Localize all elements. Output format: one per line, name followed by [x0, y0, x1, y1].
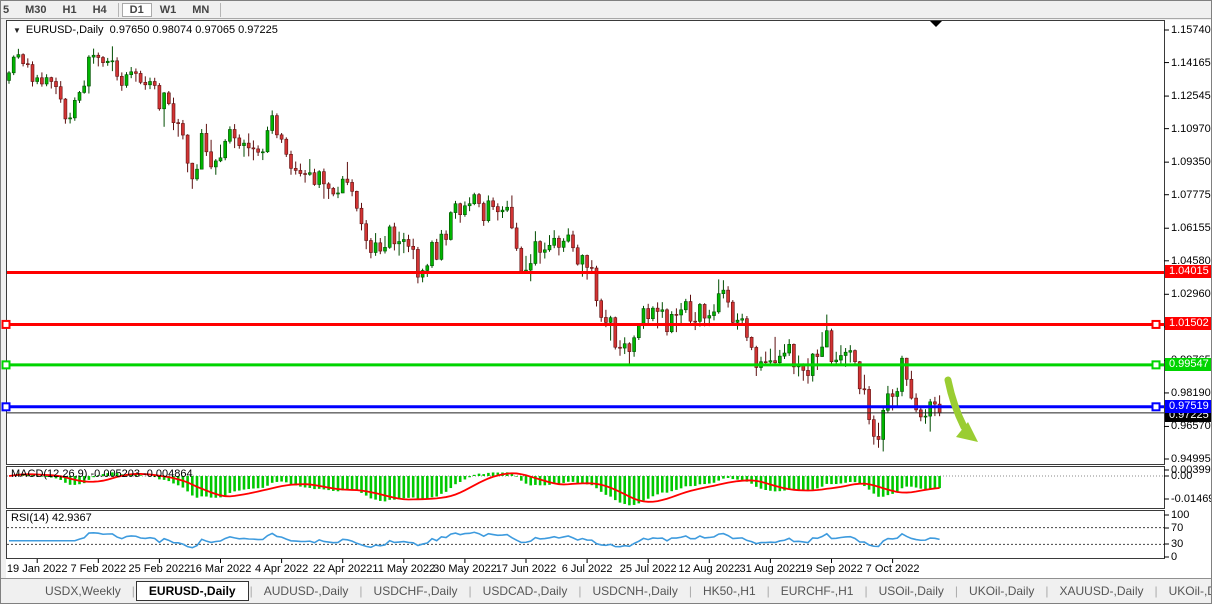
price-tick-label: 1.15740	[1171, 24, 1211, 36]
chart-tab-usdcnh-daily[interactable]: USDCNH-,Daily	[592, 584, 678, 598]
price-tick-label: 0.98190	[1171, 386, 1211, 399]
rsi-axis-label: 100	[1171, 509, 1190, 521]
tab-separator: |	[249, 584, 253, 598]
price-tick-label: 0.94995	[1171, 453, 1211, 465]
macd-axis-label: -0.014693	[1171, 493, 1211, 505]
chart-ohlc-values: 0.97650 0.98074 0.97065 0.97225	[109, 24, 278, 36]
date-tick-label: 19 Jan 2022	[6, 563, 68, 575]
chart-menu-icon: ▼	[13, 26, 21, 35]
timeframe-h1-button[interactable]: H1	[62, 3, 77, 16]
hline-price-label: 1.01502	[1165, 317, 1211, 331]
timeframe-h4-button[interactable]: H4	[92, 3, 107, 16]
tab-separator: |	[578, 584, 582, 598]
tab-separator: |	[766, 584, 770, 598]
tab-separator: |	[468, 584, 472, 598]
rsi-axis-label: 30	[1171, 538, 1184, 550]
price-tick-label: 1.07775	[1171, 188, 1211, 201]
hline-price-label: 1.04015	[1165, 265, 1211, 279]
date-tick-label: 12 Aug 2022	[678, 563, 741, 575]
chart-tabs-bar: USDX,Weekly | EURUSD-,Daily | AUDUSD-,Daily |…	[1, 578, 1211, 603]
tab-separator: |	[359, 584, 363, 598]
price-tick-label: 1.09350	[1171, 156, 1211, 169]
price-tick-label: 1.06155	[1171, 222, 1211, 235]
chart-tab-hk50-h1[interactable]: HK50-,H1	[702, 584, 756, 598]
chart-tab-usdchf-daily[interactable]: USDCHF-,Daily	[373, 584, 458, 598]
rsi-axis-label: 0	[1171, 551, 1178, 563]
timeframe-toolbar: 5 M30 H1 H4 D1 W1 MN	[1, 1, 1211, 19]
timeframe-d1-button[interactable]: D1	[121, 2, 152, 17]
date-tick-label: 25 Feb 2022	[128, 563, 191, 575]
date-tick-label: 4 Apr 2022	[254, 563, 309, 575]
tab-separator: |	[688, 584, 692, 598]
date-tick-label: 11 May 2022	[372, 563, 436, 575]
date-tick-label: 7 Feb 2022	[70, 563, 127, 575]
price-axis[interactable]: 1.15740 1.14165 1.12545 1.10970 1.09350 1.077…	[1165, 20, 1211, 579]
toolbar-separator	[117, 2, 119, 17]
timeframe-w1-button[interactable]: W1	[159, 3, 177, 16]
macd-axis-label: 0.00	[1171, 470, 1193, 482]
chart-tab-xauusd-daily[interactable]: XAUUSD-,Daily	[1059, 584, 1144, 598]
date-tick-label: 6 Jul 2022	[561, 563, 613, 575]
tab-separator: |	[1045, 584, 1049, 598]
chart-tab-eurusd-daily[interactable]: EURUSD-,Daily	[135, 581, 249, 601]
price-tick-label: 0.96570	[1171, 420, 1211, 433]
chart-tab-ukoil-da[interactable]: UKOil-,Da	[1168, 584, 1211, 598]
chart-title: ▼ EURUSD-,Daily 0.97650 0.98074 0.97065 0…	[13, 24, 278, 36]
rsi-indicator-label: RSI(14) 42.9367	[11, 512, 92, 524]
timeframe-m30-button[interactable]: M30	[25, 3, 47, 16]
date-axis[interactable]: 19 Jan 2022 7 Feb 2022 25 Feb 2022 16 Mar 2…	[1, 561, 1165, 579]
date-tick-label: 22 Apr 2022	[313, 563, 373, 575]
date-tick-label: 31 Aug 2022	[739, 563, 802, 575]
macd-name: MACD(12,26,9)	[11, 468, 88, 480]
rsi-name: RSI(14)	[11, 512, 49, 524]
timeframe-m5-button[interactable]: 5	[3, 3, 10, 16]
hline-price-label: 0.97519	[1165, 399, 1211, 413]
toolbar-separator	[220, 2, 222, 17]
chart-tab-usoil-daily[interactable]: USOil-,Daily	[878, 584, 944, 598]
timeframe-mn-button[interactable]: MN	[192, 3, 210, 16]
date-tick-label: 7 Oct 2022	[865, 563, 920, 575]
chart-tab-eurchf-h1[interactable]: EURCHF-,H1	[780, 584, 854, 598]
date-tick-label: 25 Jul 2022	[619, 563, 677, 575]
hline-price-label: 0.99547	[1165, 357, 1211, 371]
chart-symbol-label: EURUSD-,Daily	[25, 24, 104, 36]
price-tick-label: 1.02960	[1171, 288, 1211, 301]
tab-separator: |	[131, 584, 135, 598]
price-tick-label: 1.14165	[1171, 56, 1211, 69]
rsi-value: 42.9367	[51, 512, 92, 524]
chart-tab-usdcad-daily[interactable]: USDCAD-,Daily	[482, 584, 568, 598]
price-tick-label: 1.12545	[1171, 90, 1211, 103]
date-tick-label: 30 May 2022	[433, 563, 497, 575]
macd-axis-label: 0.00399	[1171, 464, 1211, 476]
date-tick-label: 16 Mar 2022	[189, 563, 252, 575]
macd-indicator-label: MACD(12,26,9) -0.005203 -0.004864	[11, 468, 193, 480]
rsi-axis-label: 70	[1171, 522, 1184, 534]
date-tick-label: 19 Sep 2022	[800, 563, 863, 575]
chart-tab-ukoil-daily[interactable]: UKOil-,Daily	[969, 584, 1035, 598]
chart-background	[6, 20, 1211, 579]
tab-separator: |	[1154, 584, 1158, 598]
chart-tab-usdx-weekly[interactable]: USDX,Weekly	[45, 584, 121, 598]
tab-separator: |	[864, 584, 868, 598]
price-tick-label: 1.04580	[1171, 254, 1211, 267]
price-tick-label: 1.10970	[1171, 122, 1211, 135]
chart-tab-audusd-daily[interactable]: AUDUSD-,Daily	[263, 584, 349, 598]
date-tick-label: 17 Jun 2022	[495, 563, 557, 575]
tab-separator: |	[954, 584, 959, 598]
macd-values: -0.005203 -0.004864	[90, 468, 193, 480]
